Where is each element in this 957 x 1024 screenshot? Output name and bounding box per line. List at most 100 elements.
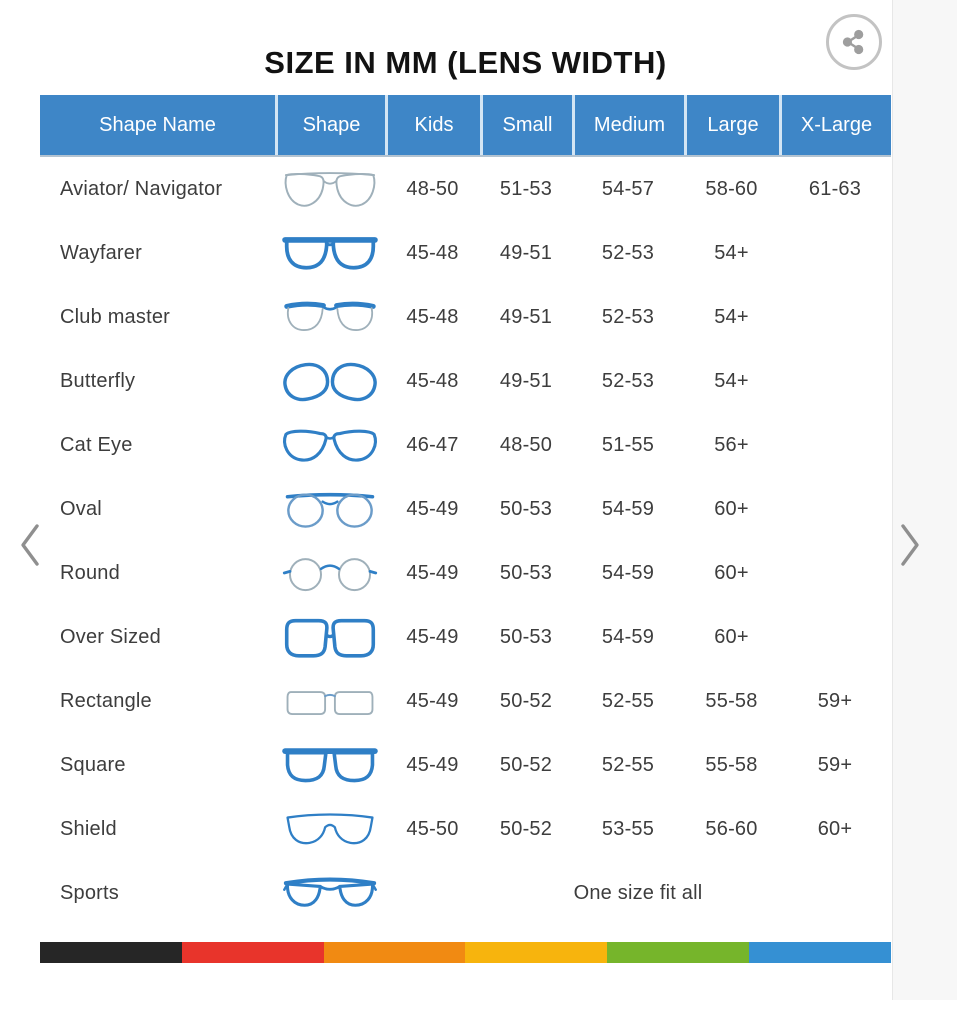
shape-icon-cell <box>275 292 385 342</box>
table-row: Oval 45-49 50-53 54-59 60+ <box>40 477 891 541</box>
size-value: 45-49 <box>406 689 459 712</box>
shape-name-label: Square <box>60 753 126 776</box>
size-value: 54-59 <box>601 561 655 584</box>
size-value: 52-55 <box>601 753 655 776</box>
shape-name-label: Cat Eye <box>60 433 133 456</box>
shape-icon-cell <box>275 740 385 790</box>
size-value: 46-47 <box>406 433 459 456</box>
color-bar-segment <box>465 942 608 963</box>
shape-name-label: Aviator/ Navigator <box>60 177 223 200</box>
table-row: Wayfarer 45-48 49-51 52-53 54+ <box>40 221 891 285</box>
size-value: 48-50 <box>406 177 459 200</box>
shape-icon-cell <box>275 228 385 278</box>
shape-name-label: Rectangle <box>60 689 152 712</box>
size-value: 49-51 <box>499 305 553 328</box>
cat-eye-icon <box>283 429 377 462</box>
size-value: 48-50 <box>499 433 553 456</box>
table-row: Square 45-49 50-52 52-55 55-58 59+ <box>40 733 891 797</box>
size-value: 45-48 <box>406 305 459 328</box>
sports-icon <box>283 877 377 907</box>
table-row: Club master 45-48 49-51 52-53 54+ <box>40 285 891 349</box>
shape-name-label: Oval <box>60 497 102 520</box>
size-value: 55-58 <box>705 753 758 776</box>
carousel-prev-button[interactable] <box>12 516 48 574</box>
size-value: 45-49 <box>406 753 459 776</box>
size-value: 56+ <box>714 433 749 456</box>
size-value: 52-53 <box>601 305 655 328</box>
shape-name-label: Club master <box>60 305 171 328</box>
chevron-right-icon <box>901 524 919 566</box>
shape-name-label: Over Sized <box>60 625 161 648</box>
size-value: 49-51 <box>499 241 553 264</box>
shape-icon-cell <box>275 868 385 918</box>
size-value: 50-53 <box>499 497 553 520</box>
size-value: 54-59 <box>601 497 655 520</box>
size-value: 45-48 <box>406 241 459 264</box>
size-value: 51-55 <box>601 433 655 456</box>
size-value: 59+ <box>817 753 853 776</box>
over-sized-icon <box>284 618 376 658</box>
shape-icon-cell <box>275 676 385 726</box>
size-value: 45-49 <box>406 561 459 584</box>
size-table-header: Shape Name Shape Kids Small Medium Large X-Lar… <box>40 95 891 157</box>
size-value: 45-49 <box>406 625 459 648</box>
size-value: 61-63 <box>808 177 862 200</box>
table-row: Butterfly 45-48 49-51 52-53 54+ <box>40 349 891 413</box>
shape-name-label: Sports <box>60 881 120 904</box>
color-bar-segment <box>607 942 750 963</box>
shape-name-label: Butterfly <box>60 369 136 392</box>
shape-icon-cell <box>275 484 385 534</box>
table-row: Round 45-49 50-53 54-59 60+ <box>40 541 891 605</box>
color-bar-segment <box>749 942 891 963</box>
size-value: 52-53 <box>601 369 655 392</box>
shape-icon-cell <box>275 164 385 214</box>
size-value: 56-60 <box>705 817 758 840</box>
table-row: Sports One size fit all <box>40 861 891 925</box>
square-icon <box>282 748 378 783</box>
size-value: 50-53 <box>499 625 553 648</box>
aviator-navigator-icon <box>284 172 376 207</box>
size-value: 58-60 <box>705 177 758 200</box>
wayfarer-icon <box>282 237 378 270</box>
size-value: 52-53 <box>601 241 655 264</box>
color-bar-segment <box>323 942 466 963</box>
size-value: 60+ <box>714 561 749 584</box>
oval-icon <box>285 492 375 528</box>
size-value: 54+ <box>714 305 749 328</box>
shape-icon-cell <box>275 612 385 662</box>
size-value: 45-48 <box>406 369 459 392</box>
size-value: 50-53 <box>499 561 553 584</box>
size-value: 45-49 <box>406 497 459 520</box>
shape-icon-cell <box>275 356 385 406</box>
round-icon <box>282 558 378 592</box>
column-header-kids: Kids <box>385 95 480 155</box>
size-value: 60+ <box>714 497 749 520</box>
share-button[interactable] <box>826 14 882 70</box>
column-header-medium: Medium <box>572 95 684 155</box>
size-value: 60+ <box>817 817 853 840</box>
table-row: Over Sized 45-49 50-53 54-59 60+ <box>40 605 891 669</box>
club-master-icon <box>284 301 376 331</box>
shape-icon-cell <box>275 420 385 470</box>
butterfly-icon <box>283 362 377 402</box>
size-value: 53-55 <box>601 817 655 840</box>
size-value: 55-58 <box>705 689 758 712</box>
table-row: Aviator/ Navigator 48-50 51-53 54-57 58-60 61… <box>40 157 891 221</box>
size-value: 59+ <box>817 689 853 712</box>
rectangle-icon <box>286 691 374 716</box>
column-header-small: Small <box>480 95 572 155</box>
size-value: 60+ <box>714 625 749 648</box>
size-value: 49-51 <box>499 369 553 392</box>
table-row: Rectangle 45-49 50-52 52-55 55-58 59+ <box>40 669 891 733</box>
chevron-left-icon <box>21 524 39 566</box>
size-value: 54+ <box>714 369 749 392</box>
size-value: 50-52 <box>499 689 553 712</box>
shape-name-label: Wayfarer <box>60 241 142 264</box>
size-value: 50-52 <box>499 753 553 776</box>
footer-color-bar <box>40 942 891 963</box>
share-icon <box>842 29 864 55</box>
size-value: 54+ <box>714 241 749 264</box>
column-header-x-large: X-Large <box>779 95 891 155</box>
carousel-next-button[interactable] <box>892 516 928 574</box>
size-value: 51-53 <box>499 177 553 200</box>
